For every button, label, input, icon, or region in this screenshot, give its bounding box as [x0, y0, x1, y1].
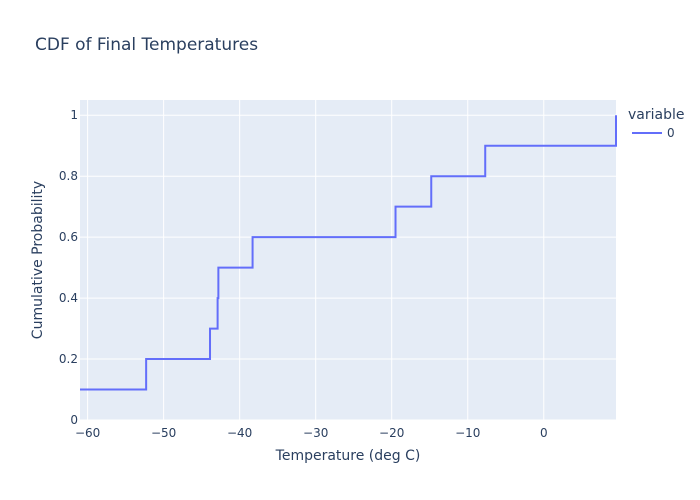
x-tick-label: −60: [75, 426, 100, 440]
x-tick-label: −40: [227, 426, 252, 440]
cdf-point[interactable]: [393, 204, 399, 210]
y-tick-label: 0: [70, 413, 78, 427]
cdf-point[interactable]: [613, 112, 619, 118]
cdf-point[interactable]: [143, 356, 149, 362]
x-axis-ticks: −60 −50 −40 −30 −20 −10 0: [75, 426, 548, 440]
cdf-point[interactable]: [215, 265, 221, 271]
series-line-0[interactable]: [80, 115, 617, 391]
cdf-point[interactable]: [428, 173, 434, 179]
y-tick-label: 0.2: [59, 352, 78, 366]
y-axis-title: Cumulative Probability: [30, 181, 46, 339]
y-tick-label: 0.8: [59, 169, 78, 183]
x-tick-label: −50: [151, 426, 176, 440]
x-tick-label: −10: [455, 426, 480, 440]
legend-item-label[interactable]: 0: [667, 126, 675, 140]
cdf-point[interactable]: [215, 295, 221, 301]
x-axis-title: Temperature (deg C): [275, 448, 421, 464]
y-tick-label: 0.6: [59, 230, 78, 244]
legend: variable 0: [628, 107, 684, 140]
cdf-point[interactable]: [250, 234, 256, 240]
grid: [80, 100, 616, 421]
series-layer: [77, 112, 619, 393]
x-tick-label: −30: [303, 426, 328, 440]
chart-title: CDF of Final Temperatures: [35, 35, 258, 55]
cdf-point[interactable]: [207, 326, 213, 332]
legend-title: variable: [628, 107, 684, 123]
x-tick-label: −20: [379, 426, 404, 440]
y-tick-label: 0.4: [59, 291, 78, 305]
cdf-point[interactable]: [77, 387, 83, 393]
plot-area: [80, 100, 616, 420]
x-tick-label: 0: [540, 426, 548, 440]
cdf-point[interactable]: [482, 143, 488, 149]
y-tick-label: 1: [70, 108, 78, 122]
y-axis-ticks: 0 0.2 0.4 0.6 0.8 1: [59, 108, 78, 427]
